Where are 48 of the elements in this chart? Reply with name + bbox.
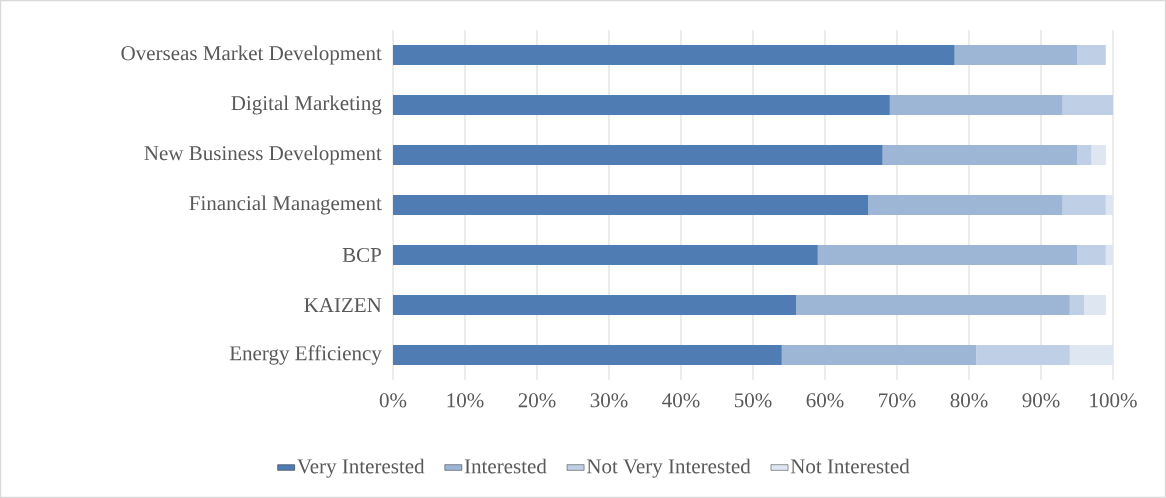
bar (1105, 195, 1114, 215)
bar (393, 245, 818, 266)
y-tick-label: New Business Development (144, 145, 382, 165)
y-tick-label: Financial Management (189, 195, 382, 215)
bar (796, 295, 1070, 315)
bar (889, 95, 1063, 115)
bar (1105, 245, 1114, 266)
x-tick-label: 20% (518, 393, 556, 408)
x-tick-label: 0% (379, 393, 407, 408)
bar (1062, 195, 1106, 215)
bar (393, 95, 890, 115)
bar (393, 195, 869, 215)
x-tick-label: 70% (879, 393, 916, 408)
bar (1069, 345, 1114, 365)
bar (1062, 95, 1114, 115)
bar (1077, 145, 1092, 165)
bar (1077, 245, 1106, 266)
bar (1077, 45, 1106, 65)
bar (976, 345, 1070, 365)
bar (882, 145, 1078, 165)
y-tick-label: BCP (342, 247, 381, 263)
x-tick-label: 10% (447, 393, 484, 408)
bar (1091, 145, 1106, 165)
bar (393, 295, 797, 315)
legend-label: Very Interested (297, 458, 425, 478)
legend-label: Not Very Interested (586, 458, 751, 478)
legend-label: Interested (464, 458, 547, 474)
y-tick-label: Energy Efficiency (229, 345, 382, 365)
x-tick-label: 30% (590, 393, 628, 408)
bar (393, 45, 955, 65)
x-tick-label: 100% (1090, 393, 1137, 408)
bar (817, 245, 1078, 266)
y-tick-label: KAIZEN (304, 298, 382, 312)
y-tick-label: Digital Marketing (231, 95, 382, 115)
x-tick-label: 50% (734, 393, 772, 408)
x-tick-label: 90% (1022, 393, 1060, 408)
x-tick-label: 80% (950, 393, 988, 408)
x-tick-label: 60% (806, 393, 844, 408)
bar (868, 195, 1063, 215)
bar (393, 145, 883, 165)
y-tick-label: Overseas Market Development (121, 45, 382, 65)
bar (781, 345, 977, 365)
bar (1084, 295, 1106, 315)
bar (954, 45, 1078, 65)
bar (393, 345, 782, 365)
bar (1069, 295, 1085, 315)
legend-label: Not Interested (790, 458, 910, 474)
x-tick-label: 40% (662, 393, 700, 408)
